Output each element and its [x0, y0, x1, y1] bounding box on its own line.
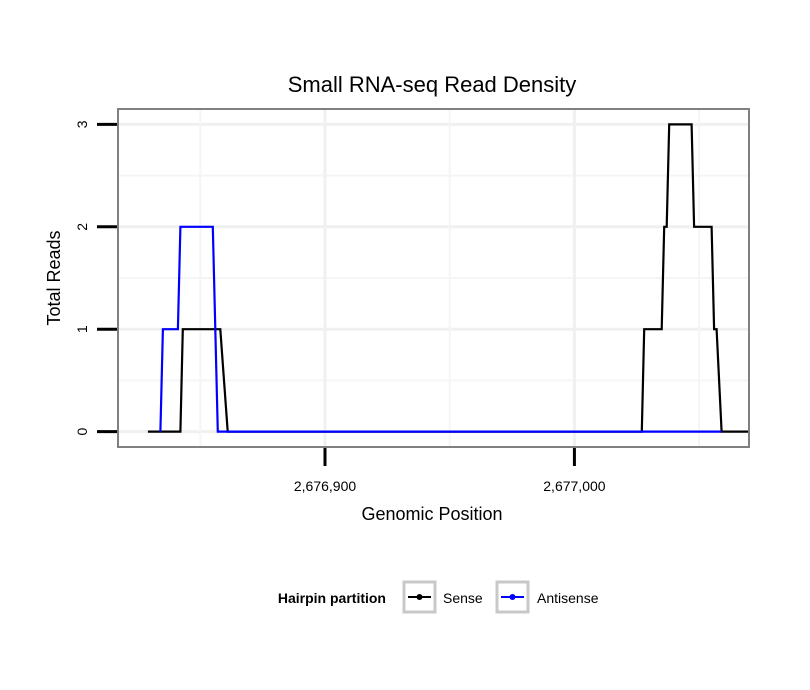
- series-line-sense: [147, 123, 749, 433]
- axis-layer: 0 1 2 3 2,676,900 2,677,000: [74, 120, 606, 494]
- legend-title: Hairpin partition: [278, 590, 386, 606]
- legend-point-antisense: [509, 594, 516, 600]
- legend-point-sense: [416, 594, 423, 600]
- x-tick-label: 2,676,900: [294, 478, 356, 494]
- series-layer: [147, 123, 749, 433]
- grid-layer: [118, 109, 749, 447]
- legend-item-sense[interactable]: Sense: [402, 580, 483, 614]
- x-axis-title: Genomic Position: [361, 504, 502, 524]
- legend-label-sense: Sense: [443, 590, 483, 606]
- series-line-antisense: [159, 225, 722, 433]
- y-tick-label: 2: [74, 223, 90, 231]
- legend: Hairpin partition Sense Antisense: [278, 580, 599, 614]
- legend-item-antisense[interactable]: Antisense: [495, 580, 599, 614]
- legend-label-antisense: Antisense: [537, 590, 599, 606]
- plot-frame: [117, 108, 750, 448]
- y-tick-label: 3: [74, 120, 90, 128]
- chart-title: Small RNA-seq Read Density: [288, 72, 577, 97]
- y-tick-label: 1: [74, 325, 90, 333]
- x-tick-label: 2,677,000: [543, 478, 605, 494]
- y-axis-title: Total Reads: [44, 230, 64, 325]
- y-tick-label: 0: [74, 427, 90, 435]
